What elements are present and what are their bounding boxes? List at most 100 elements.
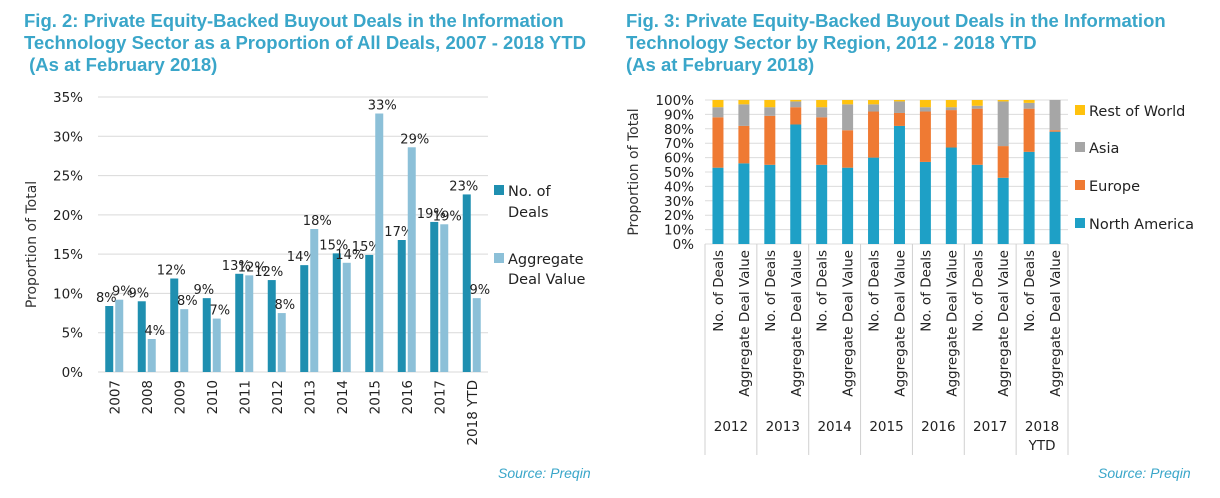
fig2-ytick-label: 25% xyxy=(53,169,83,185)
fig2-bar-deals xyxy=(170,278,179,372)
fig3-xtick-label: Aggregate Deal Value xyxy=(789,250,805,397)
fig2-xtick-label: 2008 xyxy=(140,380,156,414)
fig3-bar-segment-asia xyxy=(893,101,905,113)
fig3-bar-segment-asia xyxy=(764,107,776,116)
fig3-bar-segment-asia xyxy=(945,107,957,111)
fig3-ytick-label: 90% xyxy=(664,107,694,123)
fig3-group-label: 2012 xyxy=(714,419,748,435)
fig3-xtick-label: Aggregate Deal Value xyxy=(996,250,1012,397)
fig3-bar-segment-rest-of-world xyxy=(868,100,880,105)
fig2-ytick-label: 0% xyxy=(62,365,84,381)
fig2-title: Fig. 2: Private Equity-Backed Buyout Dea… xyxy=(24,10,587,75)
fig3-bar-segment-asia xyxy=(816,107,828,118)
fig2-bar-deals xyxy=(462,194,471,372)
fig3-bar-segment-north-america xyxy=(945,147,957,244)
fig2-data-label: 12% xyxy=(157,264,186,279)
fig3-group-label: YTD xyxy=(1028,438,1056,454)
fig3-bar-segment-north-america xyxy=(868,157,880,244)
fig2-legend-label: Deal Value xyxy=(508,272,586,288)
fig3-bar-segment-north-america xyxy=(816,164,828,244)
fig3-bar-segment-north-america xyxy=(971,164,983,244)
fig3-bar-segment-europe xyxy=(842,130,854,168)
fig3-title: Fig. 3: Private Equity-Backed Buyout Dea… xyxy=(626,10,1166,75)
fig2-y-axis-title: Proportion of Total xyxy=(24,181,40,308)
fig3-xtick-label: Aggregate Deal Value xyxy=(892,250,908,397)
fig3-bar-segment-asia xyxy=(790,101,802,108)
fig3-bar-segment-rest-of-world xyxy=(816,100,828,108)
fig3-xtick-label: No. of Deals xyxy=(867,250,883,332)
fig3-bar-segment-asia xyxy=(919,107,931,112)
fig2-data-label: 19% xyxy=(417,207,446,222)
fig2-legend-label: Deals xyxy=(508,205,549,221)
fig3-legend-swatch-asia xyxy=(1075,142,1085,152)
fig3-bar-segment-europe xyxy=(945,110,957,148)
fig3-bar-segment-europe xyxy=(1049,130,1061,132)
fig2-data-label: 9% xyxy=(128,286,149,301)
fig3-bar-segment-rest-of-world xyxy=(971,100,983,106)
fig2-data-label: 14% xyxy=(335,248,364,263)
fig3-legend-label: North America xyxy=(1089,217,1194,233)
fig2-data-label: 4% xyxy=(144,324,165,339)
fig2-xtick-label: 2012 xyxy=(270,380,286,414)
fig3-bar-segment-asia xyxy=(738,104,750,126)
fig3-bar-segment-europe xyxy=(868,111,880,158)
fig3-bar-segment-north-america xyxy=(738,163,750,244)
fig3-legend-swatch-north-america xyxy=(1075,218,1085,228)
fig2-bar-deals xyxy=(267,280,276,372)
fig2-legend-label: No. of xyxy=(508,184,552,200)
fig2-ytick-label: 20% xyxy=(53,208,83,224)
fig2-bar-value xyxy=(277,313,286,372)
fig2-ytick-label: 30% xyxy=(53,129,83,145)
fig2-xtick-label: 2010 xyxy=(205,380,221,414)
fig2-bar-value xyxy=(310,229,319,372)
fig2-ytick-label: 35% xyxy=(53,90,83,106)
fig2-bar-value xyxy=(472,298,481,372)
fig3-bar-segment-asia xyxy=(1049,100,1061,131)
fig2-ytick-label: 10% xyxy=(53,286,83,302)
fig3-xtick-label: Aggregate Deal Value xyxy=(1048,250,1064,397)
fig3-bar-segment-europe xyxy=(790,107,802,125)
fig3-legend-label: Rest of World xyxy=(1089,104,1185,120)
fig2-bar-deals xyxy=(300,265,309,372)
fig2-bar-value xyxy=(180,309,189,372)
fig2-data-label: 9% xyxy=(193,283,214,298)
fig2-xtick-label: 2017 xyxy=(432,380,448,414)
fig3-bar-segment-north-america xyxy=(997,177,1009,244)
fig3-bar-segment-north-america xyxy=(790,124,802,244)
fig3-bar-segment-rest-of-world xyxy=(997,100,1009,102)
fig2-bar-deals xyxy=(397,240,406,372)
fig2-bar-deals xyxy=(235,273,244,372)
fig2-data-label: 19% xyxy=(433,209,462,224)
fig2-bar-value xyxy=(375,113,384,372)
fig3-bar-segment-north-america xyxy=(919,161,931,244)
fig3-xtick-label: Aggregate Deal Value xyxy=(737,250,753,397)
fig3-bar-segment-north-america xyxy=(712,167,724,244)
fig2-data-label: 18% xyxy=(303,214,332,229)
fig2-xtick-label: 2007 xyxy=(107,380,123,414)
fig2-data-label: 9% xyxy=(469,283,490,298)
fig3-xtick-label: No. of Deals xyxy=(970,250,986,332)
fig2-bar-value xyxy=(245,275,254,372)
fig3-ytick-label: 10% xyxy=(664,223,694,239)
fig3-bar-segment-rest-of-world xyxy=(893,100,905,102)
fig3-bar-segment-north-america xyxy=(1049,131,1061,244)
fig3-ytick-label: 40% xyxy=(664,179,694,195)
fig2-source: Source: Preqin xyxy=(498,465,591,481)
fig2-data-label: 8% xyxy=(177,294,198,309)
fig3-bar-segment-asia xyxy=(997,101,1009,147)
fig3-ytick-label: 0% xyxy=(673,237,695,253)
fig2-legend-swatch-deals xyxy=(494,185,504,195)
fig2-bar-deals xyxy=(430,221,439,372)
fig2-xtick-label: 2015 xyxy=(367,380,383,414)
fig3-xtick-label: Aggregate Deal Value xyxy=(841,250,857,397)
fig3-bar-segment-north-america xyxy=(842,167,854,244)
fig3-legend-swatch-rest-of-world xyxy=(1075,105,1085,115)
fig2-bar-value xyxy=(212,318,221,372)
fig3-ytick-label: 30% xyxy=(664,194,694,210)
fig2-data-label: 23% xyxy=(449,179,478,194)
fig3-bar-segment-asia xyxy=(971,105,983,109)
fig2-data-label: 14% xyxy=(287,250,316,265)
fig3-ytick-label: 80% xyxy=(664,122,694,138)
fig3-bar-segment-europe xyxy=(712,117,724,168)
